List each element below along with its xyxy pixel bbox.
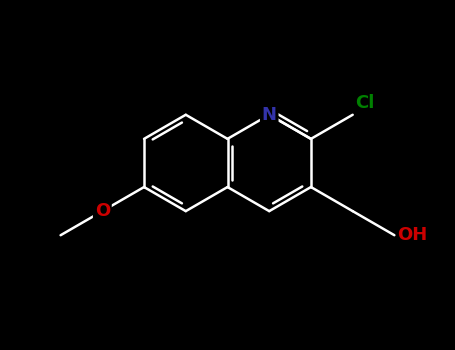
Text: Cl: Cl [355,94,374,112]
Text: OH: OH [397,226,427,244]
Text: N: N [262,106,277,124]
Text: O: O [95,202,110,220]
